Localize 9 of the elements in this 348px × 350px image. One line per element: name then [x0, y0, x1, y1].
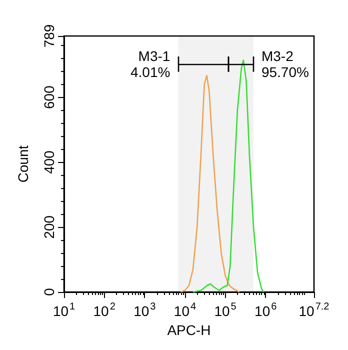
band-label: M3-1 4.01% [130, 48, 170, 80]
y-tick-label: 400 [41, 150, 57, 174]
y-tick-label: 600 [41, 85, 57, 110]
band-label: M3-2 95.70% [261, 48, 309, 80]
y-axis-title: Count [15, 145, 31, 183]
x-axis-title: APC-H [167, 322, 211, 338]
y-tick-label: 0 [41, 288, 57, 296]
y-tick-label: 200 [41, 215, 57, 239]
y-tick-label: 789 [41, 24, 57, 48]
